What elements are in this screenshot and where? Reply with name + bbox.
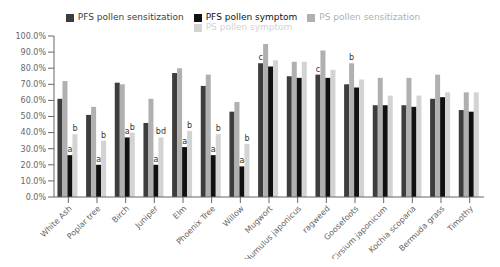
html-text:PFS pollen sensitization: PFS pollen sensitization — [77, 12, 184, 22]
svg-text:bd: bd — [156, 127, 166, 136]
svg-text:a: a — [124, 127, 130, 137]
svg-text:Timothy: Timothy — [445, 204, 475, 234]
svg-text:0.0%: 0.0% — [26, 193, 47, 202]
html-text:PS pollen symptom: PS pollen symptom — [205, 22, 293, 32]
svg-text:a: a — [211, 145, 216, 154]
svg-text:Bermuda grass: Bermuda grass — [397, 204, 446, 253]
svg-text:80.0%: 80.0% — [21, 64, 47, 73]
svg-text:Willow: Willow — [221, 204, 246, 229]
svg-text:b: b — [349, 53, 354, 62]
svg-text:Mugwort: Mugwort — [243, 204, 275, 236]
html-text:PFS pollen symptom: PFS pollen symptom — [205, 12, 298, 22]
svg-text:c: c — [258, 53, 262, 62]
svg-text:Humulus japonicus: Humulus japonicus — [243, 204, 303, 259]
svg-text:White Ash: White Ash — [38, 204, 74, 240]
svg-text:Juniper: Juniper — [133, 204, 160, 231]
svg-text:Cirsium japonicum: Cirsium japonicum — [330, 204, 389, 259]
svg-text:b: b — [72, 124, 77, 133]
svg-text:a: a — [96, 155, 101, 164]
svg-text:20.0%: 20.0% — [21, 161, 47, 170]
svg-text:b: b — [130, 123, 135, 132]
svg-text:10.0%: 10.0% — [21, 177, 47, 186]
svg-text:a: a — [153, 155, 158, 164]
svg-text:Elm: Elm — [171, 204, 188, 221]
svg-text:100.0%: 100.0% — [15, 32, 46, 41]
svg-text:ragweed: ragweed — [300, 204, 332, 235]
svg-text:Birch: Birch — [110, 204, 131, 225]
svg-text:90.0%: 90.0% — [21, 48, 47, 57]
svg-text:70.0%: 70.0% — [21, 80, 47, 89]
svg-text:c: c — [316, 65, 320, 74]
svg-text:a: a — [67, 145, 72, 154]
svg-text:Goosefoots: Goosefoots — [322, 204, 361, 243]
svg-text:60.0%: 60.0% — [21, 96, 47, 105]
html-text:PS pollen sensitization: PS pollen sensitization — [319, 12, 421, 22]
svg-text:b: b — [216, 124, 221, 133]
svg-text:b: b — [101, 131, 106, 140]
svg-text:Poplar tree: Poplar tree — [65, 204, 102, 241]
svg-text:50.0%: 50.0% — [21, 112, 47, 121]
svg-text:a: a — [239, 156, 244, 165]
svg-text:b: b — [244, 134, 249, 143]
svg-text:30.0%: 30.0% — [21, 145, 47, 154]
svg-text:a: a — [182, 137, 187, 146]
svg-text:b: b — [187, 121, 192, 130]
svg-text:40.0%: 40.0% — [21, 128, 47, 137]
svg-text:Kochia scoparia: Kochia scoparia — [367, 204, 418, 255]
svg-text:Phoenix Tree: Phoenix Tree — [175, 204, 217, 246]
